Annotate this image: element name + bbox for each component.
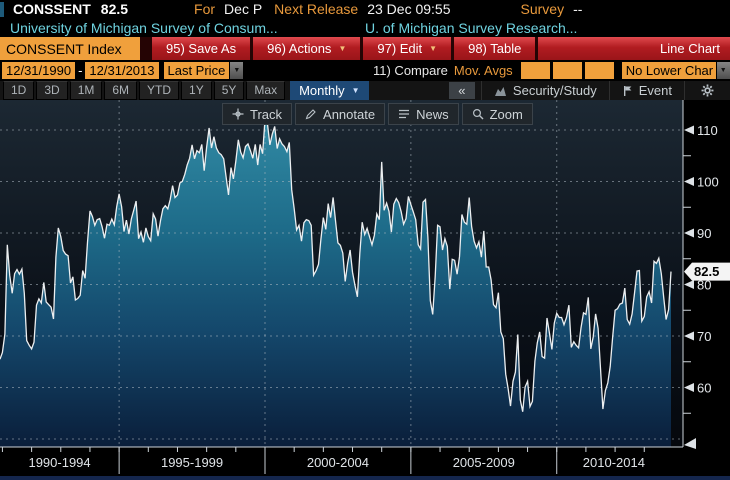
for-value: Dec P	[224, 1, 263, 17]
mov-avg-input-3[interactable]	[584, 62, 614, 79]
period-6m[interactable]: 6M	[104, 81, 138, 100]
sentiment-area-chart[interactable]: 60 70 80 90 100 110 1990-1994 1995-1999 2000-200…	[0, 100, 730, 480]
y-major-tick	[684, 228, 694, 238]
crosshair-icon	[232, 108, 244, 120]
y-axis-label: 60	[697, 381, 711, 396]
settings-button[interactable]	[684, 81, 730, 100]
ticker: CONSSENT	[13, 1, 91, 17]
ticker-last-value: 82.5	[100, 1, 129, 17]
next-release-value: 23 Dec 09:55	[367, 1, 451, 17]
period-1m[interactable]: 1M	[69, 81, 103, 100]
gear-icon	[701, 84, 714, 97]
x-axis-label: 1995-1999	[161, 455, 223, 470]
y-axis-label: 100	[697, 175, 719, 190]
news-button[interactable]: News	[388, 103, 459, 125]
pencil-icon	[305, 109, 316, 120]
chart-mountain-icon	[494, 86, 506, 96]
y-major-tick	[684, 125, 694, 135]
y-axis-label: 110	[697, 123, 718, 138]
period-max[interactable]: Max	[246, 81, 286, 100]
last-value-badge-text: 82.5	[694, 264, 719, 279]
y-major-tick	[684, 383, 694, 392]
zoom-button[interactable]: Zoom	[461, 103, 533, 125]
security-descriptions: University of Michigan Survey of Consum.…	[0, 18, 730, 37]
mov-avgs-button[interactable]: Mov. Avgs	[453, 63, 513, 78]
frequency-select[interactable]: Monthly ▼	[290, 81, 369, 100]
security-study-button[interactable]: Security/Study	[480, 81, 609, 100]
price-line	[0, 117, 672, 412]
y-major-tick	[684, 331, 694, 341]
compare-button[interactable]: 11) Compare	[373, 63, 448, 78]
security-description-right: U. of Michigan Survey Research...	[365, 19, 578, 36]
chart-toolbar: Track Annotate News Zoom	[222, 103, 533, 125]
x-axis-label: 2010-2014	[583, 455, 645, 470]
save-as-button[interactable]: 95) Save As	[152, 37, 251, 60]
news-lines-icon	[399, 109, 410, 119]
period-ytd[interactable]: YTD	[139, 81, 180, 100]
survey-value: --	[573, 1, 583, 17]
area-fill	[0, 119, 671, 447]
y-axis-label: 70	[697, 329, 711, 344]
y-major-tick	[684, 280, 694, 289]
chevron-down-icon: ▼	[351, 86, 360, 95]
track-button[interactable]: Track	[222, 103, 293, 125]
last-value-badge	[684, 262, 730, 281]
x-axis-label: 2005-2009	[453, 455, 515, 470]
chevron-down-icon: ▼	[429, 44, 438, 53]
window-edge-marker	[0, 1, 4, 17]
date-from-input[interactable]: 12/31/1990	[2, 62, 76, 79]
x-axis-label: 1990-1994	[28, 455, 90, 470]
period-1d[interactable]: 1D	[3, 81, 35, 100]
date-to-input[interactable]: 12/31/2013	[85, 62, 159, 79]
y-major-tick	[684, 177, 694, 186]
security-header: CONSSENT 82.5 For Dec P Next Release 23 …	[0, 0, 730, 18]
magnifier-icon	[472, 108, 484, 120]
actions-button[interactable]: 96) Actions ▼	[253, 37, 361, 60]
security-tab[interactable]: CONSSENT Index	[0, 37, 140, 60]
compare-group: 11) Compare Mov. Avgs No Lower Char ▼	[373, 62, 730, 79]
lower-chart-select-arrow[interactable]: ▼	[716, 62, 730, 79]
mov-avg-input-2[interactable]	[552, 62, 582, 79]
axis-corner-arrow	[684, 438, 696, 449]
field-select-arrow[interactable]: ▼	[230, 62, 244, 79]
table-button[interactable]: 98) Table	[454, 37, 536, 60]
period-5y[interactable]: 5Y	[213, 81, 245, 100]
chart-type-label: Line Chart	[538, 37, 730, 60]
chevron-down-icon: ▼	[338, 44, 347, 53]
security-description-left: University of Michigan Survey of Consum.…	[10, 19, 278, 36]
period-1y[interactable]: 1Y	[181, 81, 212, 100]
for-label: For	[194, 1, 216, 17]
main-toolbar: CONSSENT Index 95) Save As 96) Actions ▼ …	[0, 37, 730, 60]
edit-button[interactable]: 97) Edit ▼	[363, 37, 452, 60]
next-release-label: Next Release	[274, 1, 359, 17]
period-bar: 1D 3D 1M 6M YTD 1Y 5Y Max Monthly ▼ « Sec…	[0, 81, 730, 100]
y-axis-label: 90	[697, 226, 711, 241]
y-axis-label: 80	[697, 278, 711, 293]
x-axis-label: 2000-2004	[307, 455, 369, 470]
chart-controls: 12/31/1990 - 12/31/2013 Last Price ▼ 11)…	[0, 60, 730, 81]
field-select[interactable]: Last Price	[163, 62, 230, 79]
red-button-bar: 95) Save As 96) Actions ▼ 97) Edit ▼ 98) T…	[140, 37, 730, 60]
flag-icon	[623, 85, 632, 96]
date-range-separator: -	[78, 63, 83, 78]
window-bottom-strip	[0, 476, 730, 480]
event-button[interactable]: Event	[608, 81, 684, 100]
right-tools: « Security/Study Event	[448, 81, 730, 100]
collapse-panel-button[interactable]: «	[448, 82, 475, 99]
survey-label: Survey	[520, 1, 565, 17]
mov-avg-input-1[interactable]	[520, 62, 550, 79]
period-3d[interactable]: 3D	[36, 81, 68, 100]
annotate-button[interactable]: Annotate	[295, 103, 386, 125]
chart-panel: 60 70 80 90 100 110 1990-1994 1995-1999 2000-200…	[0, 100, 730, 480]
lower-chart-select[interactable]: No Lower Char	[621, 62, 716, 79]
